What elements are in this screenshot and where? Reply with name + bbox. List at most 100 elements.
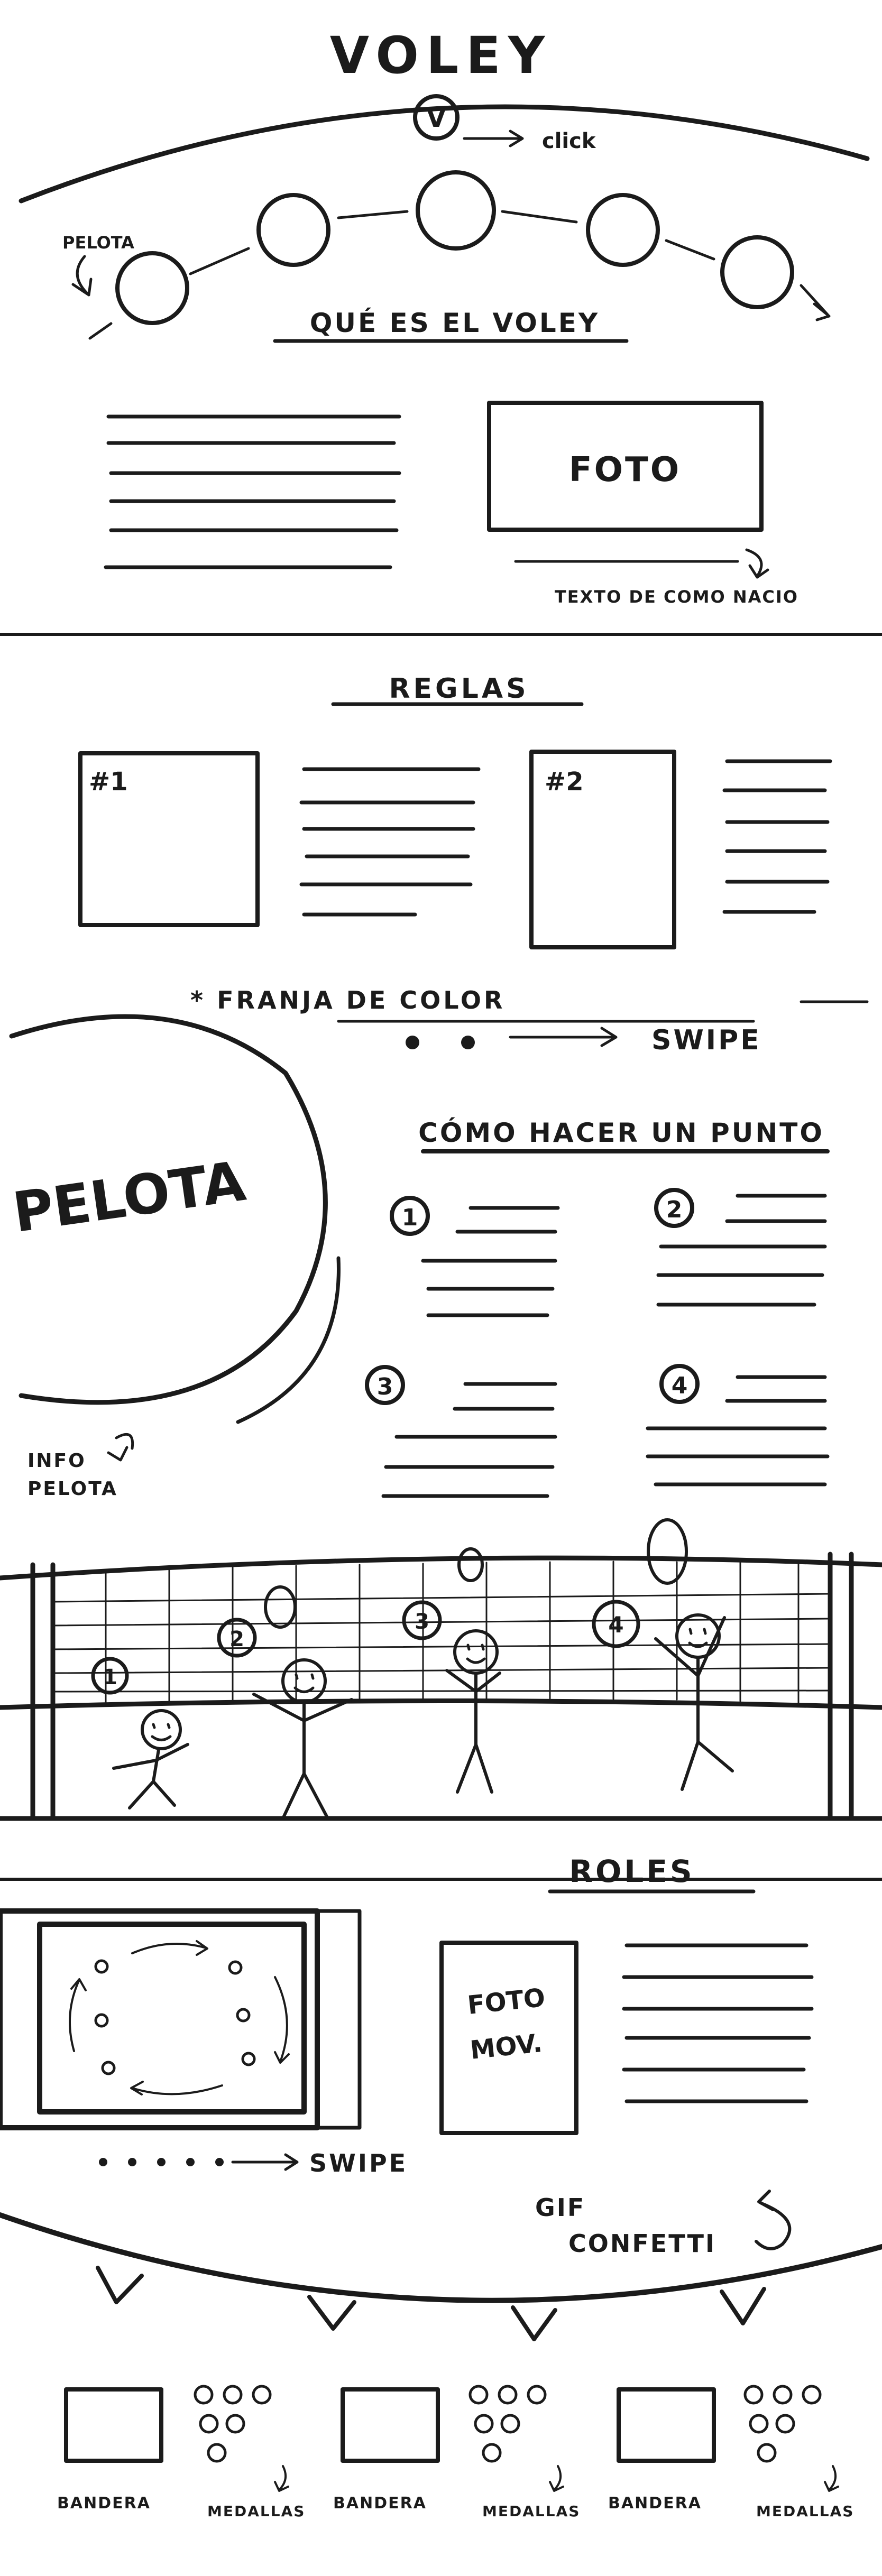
roles-swipe-dots[interactable] — [99, 2158, 224, 2166]
roles-swipe-note: SWIPE — [309, 2149, 408, 2177]
point-step: 1 — [390, 1196, 560, 1317]
carousel-ball[interactable] — [586, 193, 660, 267]
tick-mark — [88, 322, 113, 340]
about-photo-label: FOTO — [569, 450, 681, 490]
ball-carousel[interactable] — [115, 170, 794, 325]
roles-photo-line1: FOTO — [466, 1983, 546, 2020]
medal-group: BANDERA MEDALLAS — [333, 2385, 580, 2520]
flag-label: BANDERA — [333, 2494, 427, 2513]
click-arrow-icon — [463, 130, 524, 147]
point-step: 4 — [646, 1364, 830, 1486]
carousel-connectors — [189, 210, 829, 316]
medals-label: MEDALLAS — [207, 2503, 305, 2520]
bottom-arc — [0, 2212, 882, 2303]
step-text-lines — [381, 1382, 557, 1498]
ball-info-circle[interactable]: PELOTA — [9, 1014, 328, 1405]
step-number: 4 — [672, 1372, 688, 1399]
point-step: 2 — [654, 1188, 827, 1307]
ball-info-label: PELOTA — [9, 1149, 249, 1245]
curved-arrow-icon — [549, 2465, 564, 2492]
carousel-ball[interactable] — [720, 235, 794, 309]
curved-arrow-icon — [274, 2465, 289, 2492]
rule-card[interactable]: #1 — [78, 751, 260, 927]
player-number-badge: 1 — [91, 1657, 129, 1695]
step-text-lines — [656, 1194, 827, 1307]
roles-photo-line2: MOV. — [468, 2028, 544, 2065]
step-number-circle — [365, 1365, 405, 1405]
player-number: 3 — [415, 1610, 429, 1634]
ball-info-note-line2: PELOTA — [27, 1478, 118, 1500]
points-heading: CÓMO HACER UN PUNTO — [418, 1117, 824, 1148]
curved-arrow-icon — [755, 2190, 792, 2250]
player-number: 4 — [608, 1612, 623, 1638]
curved-arrow-icon — [107, 1433, 134, 1462]
player-number-badge: 2 — [217, 1618, 257, 1658]
flag-placeholder — [64, 2387, 163, 2463]
step-number-circle — [390, 1196, 430, 1236]
carousel-ball[interactable] — [416, 170, 496, 251]
curved-arrow-icon — [71, 255, 93, 297]
rule-text-block — [299, 767, 481, 917]
medal-group: BANDERA MEDALLAS — [57, 2385, 305, 2520]
player-number-badge: 4 — [592, 1600, 640, 1648]
rule-card-label: #1 — [89, 767, 128, 797]
carousel-ball[interactable] — [115, 251, 189, 325]
pennant-flags — [96, 2266, 766, 2341]
click-note: click — [542, 129, 596, 153]
position-dot — [236, 2008, 251, 2023]
player-number-badge: 3 — [402, 1600, 442, 1640]
curved-arrow-icon — [745, 548, 769, 579]
ball-info-arc — [236, 1256, 341, 1424]
rule-card[interactable]: #2 — [529, 750, 676, 949]
medals-label: MEDALLAS — [482, 2503, 580, 2520]
rotation-arrow-icon — [274, 1976, 290, 2064]
swipe-arrow-icon — [509, 1027, 618, 1047]
v-button-letter: V — [426, 104, 446, 133]
step-number-circle — [659, 1364, 700, 1404]
position-dot — [101, 2061, 116, 2075]
site-title: VOLEY — [330, 26, 552, 85]
player-number: 1 — [103, 1665, 117, 1689]
rotation-arrow-icon — [131, 1940, 208, 1956]
header-arc — [19, 104, 870, 204]
v-button[interactable]: V — [413, 94, 460, 141]
swipe-note: SWIPE — [651, 1024, 761, 1056]
position-dot — [228, 1960, 243, 1975]
swipe-dot[interactable] — [406, 1036, 419, 1049]
step-text-lines — [421, 1206, 560, 1317]
rotation-arrow-icon — [69, 1978, 87, 2052]
about-heading: QUÉ ES EL VOLEY — [310, 307, 600, 338]
roles-heading: ROLES — [569, 1853, 694, 1889]
flag-placeholder — [341, 2387, 440, 2463]
position-dot — [94, 2013, 109, 2028]
rule-text-block — [722, 759, 832, 914]
volleyball-court-illustration — [0, 1518, 882, 1821]
confetti-note-line1: GIF — [535, 2193, 585, 2222]
ball-note: PELOTA — [62, 233, 134, 253]
about-text-block — [104, 414, 401, 569]
medal-group: BANDERA MEDALLAS — [608, 2385, 854, 2520]
rotation-diagram[interactable] — [0, 1908, 362, 2130]
confetti-note-line2: CONFETTI — [568, 2229, 716, 2258]
step-text-lines — [646, 1375, 830, 1486]
flag-label: BANDERA — [608, 2494, 702, 2513]
step-number: 3 — [377, 1373, 393, 1400]
curved-arrow-icon — [824, 2465, 839, 2492]
photo-note: TEXTO DE COMO NACIO — [555, 587, 798, 607]
carousel-arrow-icon — [813, 302, 831, 321]
position-dot — [94, 1959, 109, 1974]
swipe-dot[interactable] — [461, 1036, 475, 1049]
position-dot — [241, 2052, 256, 2066]
point-step: 3 — [365, 1365, 557, 1498]
step-number: 1 — [402, 1204, 418, 1231]
ball-info-note-line1: INFO — [27, 1450, 86, 1472]
rotation-arrow-icon — [130, 2081, 223, 2095]
player-number: 2 — [229, 1627, 244, 1651]
about-photo-placeholder: FOTO — [487, 401, 764, 532]
step-number-circle — [654, 1188, 694, 1228]
roles-photo-placeholder: FOTO MOV. — [439, 1941, 578, 2135]
medals-label: MEDALLAS — [756, 2503, 854, 2520]
carousel-ball[interactable] — [256, 193, 330, 267]
swipe-arrow-icon — [231, 2153, 299, 2171]
roles-text-block — [622, 1943, 814, 2103]
